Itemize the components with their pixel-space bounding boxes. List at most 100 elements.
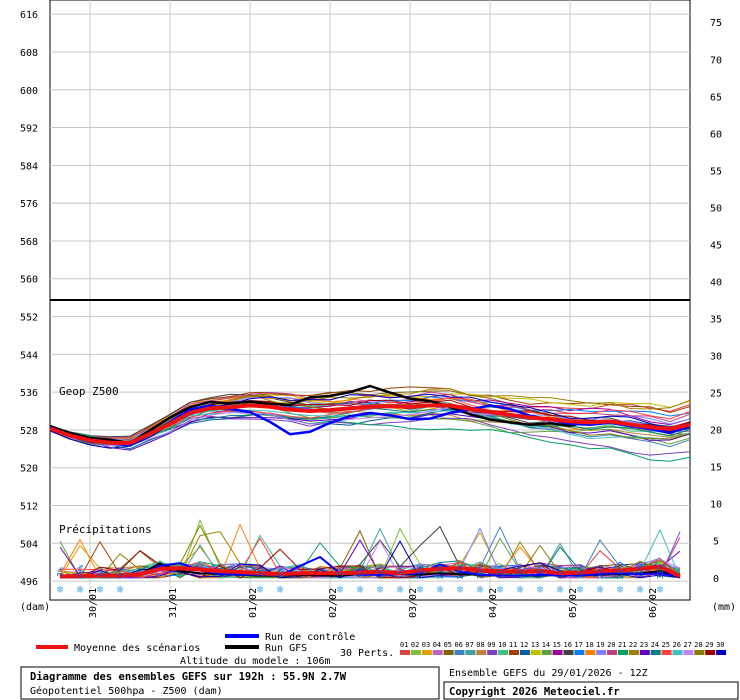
pert-id-label: 29	[705, 641, 713, 649]
pert-id-label: 10	[498, 641, 506, 649]
pert-id-label: 06	[455, 641, 463, 649]
right-tick-label: 10	[710, 500, 722, 511]
left-tick-label: 600	[20, 86, 38, 97]
pert-swatch	[454, 650, 465, 655]
pert-swatch	[541, 650, 552, 655]
pert-swatch	[400, 650, 410, 655]
snow-pct-label: 6%	[276, 567, 285, 577]
x-tick-label: 01/02	[248, 588, 259, 618]
snowflake-icon: ❄	[277, 583, 284, 596]
pert-id-label: 07	[465, 641, 473, 649]
left-tick-label: 616	[20, 10, 38, 21]
snow-pct-label: 23%	[436, 565, 445, 580]
y-unit-left: (dam)	[20, 602, 50, 613]
snow-pct-label: 29%	[596, 565, 605, 580]
snow-pct-label: 6%	[96, 567, 105, 577]
pert-id-label: 03	[422, 641, 430, 649]
right-tick-label: 75	[710, 18, 722, 29]
pert-swatch	[716, 650, 727, 655]
altitude-note: Altitude du modele : 106m	[180, 656, 331, 667]
pert-swatch	[694, 650, 705, 655]
pert-id-label: 30	[716, 641, 724, 649]
snowflake-icon: ❄	[257, 583, 264, 596]
snow-pct-label: 3%	[256, 567, 265, 577]
legend-control-label: Run de contrôle	[265, 631, 355, 643]
pert-swatch	[618, 650, 628, 655]
left-tick-label: 504	[20, 539, 38, 550]
pert-swatch	[628, 650, 639, 655]
snow-pct-label: 6%	[356, 567, 365, 577]
pert-line	[49, 393, 691, 449]
pert-swatch	[509, 650, 519, 655]
left-tick-label: 528	[20, 426, 38, 437]
x-tick-label: 04/02	[488, 588, 499, 618]
pert-line	[49, 388, 691, 445]
pert-swatch	[596, 650, 607, 655]
pert-swatch	[661, 650, 672, 655]
pert-id-label: 17	[574, 641, 582, 649]
pert-id-label: 28	[694, 641, 702, 649]
snow-pct-label: 29%	[76, 565, 85, 580]
snow-pct-label: 16%	[576, 565, 585, 580]
pert-id-label: 26	[673, 641, 681, 649]
snowflake-icon: ❄	[337, 583, 344, 596]
title-box	[20, 666, 440, 700]
copyright: Copyright 2026 Meteociel.fr	[449, 686, 620, 698]
snow-pct-label: 23%	[456, 565, 465, 580]
pert-id-label: 12	[520, 641, 528, 649]
left-tick-label: 568	[20, 237, 38, 248]
pert-id-label: 01	[400, 641, 408, 649]
snowflake-icon: ❄	[417, 583, 424, 596]
pert-swatch	[705, 650, 716, 655]
snowflake-icon: ❄	[77, 583, 84, 596]
snowflake-icon: ❄	[657, 583, 664, 596]
chart-title: Diagramme des ensembles GEFS sur 192h : …	[30, 671, 347, 683]
left-tick-label: 592	[20, 124, 38, 135]
pert-legend: 01 02 03 04 05 06 07 08 09 10 11 12 13 14 15 16 17 18 19 20…	[400, 641, 727, 655]
right-tick-label: 20	[710, 426, 722, 437]
pert-swatch	[410, 650, 421, 655]
pert-swatch	[432, 650, 443, 655]
pert-id-label: 14	[542, 641, 550, 649]
snowflake-icon: ❄	[517, 583, 524, 596]
snowflake-icon: ❄	[637, 583, 644, 596]
snow-pct-label: 32%	[636, 565, 645, 580]
right-axis: 0 5 10 15 20 25 30 35 40 45 50 55 60 65 70 75	[710, 18, 722, 585]
pert-id-label: 20	[607, 641, 615, 649]
snowflake-icon: ❄	[457, 583, 464, 596]
legend-perts-label: 30 Perts.	[340, 648, 394, 659]
snow-pct-label: 29%	[416, 565, 425, 580]
pert-swatch	[672, 650, 683, 655]
pert-id-label: 09	[487, 641, 495, 649]
series-line-0	[49, 403, 691, 446]
pert-id-label: 15	[553, 641, 561, 649]
left-tick-label: 520	[20, 464, 38, 475]
snow-pct-label: 3%	[56, 567, 65, 577]
copyright-box	[443, 681, 739, 700]
pert-swatch	[683, 650, 694, 655]
left-tick-label: 576	[20, 199, 38, 210]
pert-id-label: 08	[476, 641, 484, 649]
right-tick-label: 25	[710, 389, 722, 400]
pert-id-label: 22	[629, 641, 637, 649]
right-tick-label: 60	[710, 129, 722, 140]
snow-pct-label: 26%	[616, 565, 625, 580]
pert-swatch	[498, 650, 509, 655]
snow-row: 3% ❄ 29% ❄ 6% ❄ 6% ❄ 3% ❄ 6% ❄ 3% ❄ 6% ❄ 16% ❄ 16% ❄ 29% ❄ 23%…	[56, 565, 665, 596]
pert-line	[49, 409, 691, 445]
pert-id-label: 13	[531, 641, 539, 649]
snow-pct-label: 6%	[116, 567, 125, 577]
pert-id-label: 19	[596, 641, 604, 649]
snowflake-icon: ❄	[357, 583, 364, 596]
precip-label: Précipitations	[59, 523, 152, 536]
pert-swatch	[552, 650, 563, 655]
snowflake-icon: ❄	[397, 583, 404, 596]
snow-pct-label: 19%	[476, 565, 485, 580]
snow-pct-label: 16%	[396, 565, 405, 580]
right-tick-label: 40	[710, 277, 722, 288]
x-axis: 30/01 31/01 01/02 02/02 03/02 04/02 05/02 06/02	[88, 588, 659, 618]
snowflake-icon: ❄	[557, 583, 564, 596]
right-tick-label: 0	[713, 574, 719, 585]
y-unit-right: (mm)	[712, 602, 736, 613]
x-tick-label: 03/02	[408, 588, 419, 618]
